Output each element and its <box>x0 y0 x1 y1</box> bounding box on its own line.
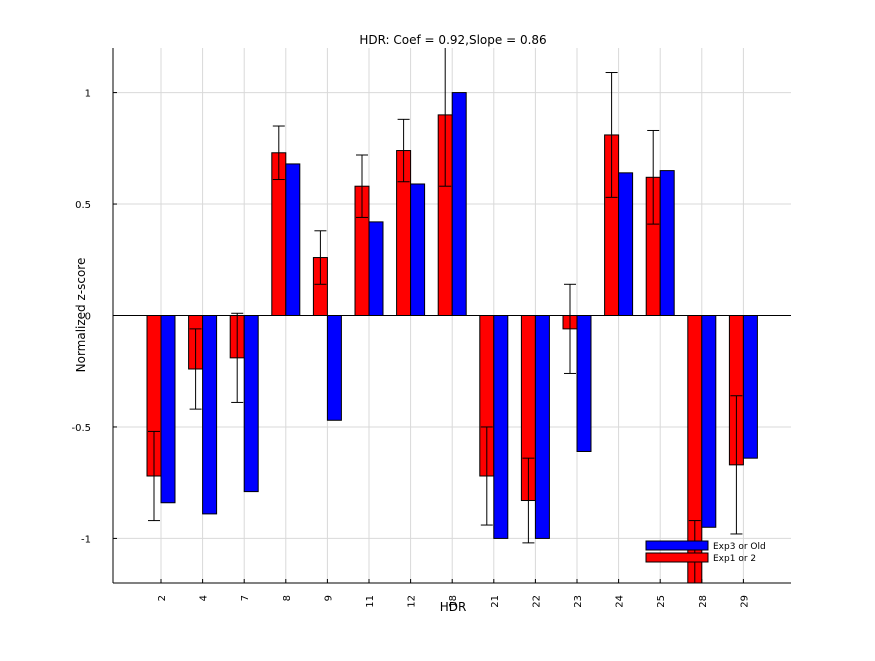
y-tick-label: 0.5 <box>75 200 91 211</box>
bar-exp3-or-old <box>410 183 426 316</box>
y-tick-label: 1 <box>85 89 91 100</box>
x-tick-label: 11 <box>365 595 376 608</box>
x-tick-label: 22 <box>531 595 542 608</box>
x-tick-label: 24 <box>615 595 626 608</box>
bar-exp3-or-old <box>493 315 509 539</box>
legend: Exp3 or Old Exp1 or 2 <box>645 540 766 564</box>
x-tick-label: 8 <box>282 595 293 601</box>
bar-exp3-or-old <box>368 221 384 316</box>
tick-labels: -1-0.500.512 4 7 8 9 11 12 18 21 22 23 24 25 28 29 <box>71 89 750 608</box>
x-tick-label: 12 <box>407 595 418 608</box>
bar-exp3-or-old <box>576 315 592 452</box>
bar-exp3-or-old <box>451 92 467 317</box>
x-axis-title: HDR <box>440 600 467 614</box>
legend-label: Exp1 or 2 <box>713 554 756 564</box>
x-tick-label: 18 <box>448 595 459 608</box>
bar-exp3-or-old <box>326 315 342 421</box>
bar-exp3-or-old <box>742 315 758 459</box>
x-tick-label: 9 <box>323 595 334 601</box>
bar-exp3-or-old <box>202 315 218 515</box>
bar-exp3-or-old <box>659 170 675 316</box>
y-axis-title: Normalized z-score <box>74 258 88 373</box>
x-tick-label: 2 <box>157 595 168 601</box>
x-tick-label: 28 <box>698 595 709 608</box>
x-tick-label: 7 <box>240 595 251 601</box>
y-tick-label: -0.5 <box>71 423 91 434</box>
x-tick-label: 23 <box>573 595 584 608</box>
error-bars <box>148 48 743 583</box>
axes <box>112 48 791 584</box>
x-tick-label: 29 <box>739 595 750 608</box>
legend-label: Exp3 or Old <box>713 542 766 552</box>
bar-exp3-or-old <box>534 315 550 539</box>
x-tick-label: 4 <box>199 595 210 601</box>
bar-exp3-or-old <box>618 172 634 316</box>
bar-exp3-or-old <box>243 315 259 493</box>
bar-exp3-or-old <box>285 163 301 316</box>
x-tick-label: 21 <box>490 595 501 608</box>
bar-exp3-or-old <box>160 315 176 504</box>
chart-title: HDR: Coef = 0.92,Slope = 0.86 <box>359 33 546 47</box>
y-tick-label: -1 <box>81 534 91 545</box>
x-tick-label: 25 <box>656 595 667 608</box>
bar-exp3-or-old <box>701 315 717 528</box>
legend-swatch-exp1-or-2 <box>645 552 709 563</box>
legend-swatch-exp3-or-old <box>645 540 709 551</box>
y-tick-label: 0 <box>85 312 91 323</box>
